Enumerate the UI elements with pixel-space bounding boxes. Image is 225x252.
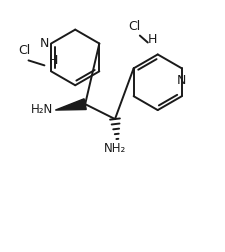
Text: NH₂: NH₂ (104, 142, 126, 155)
Text: H: H (48, 54, 58, 67)
Text: H: H (148, 34, 157, 46)
Polygon shape (55, 99, 86, 110)
Text: N: N (40, 37, 49, 50)
Text: Cl: Cl (128, 20, 140, 33)
Text: Cl: Cl (19, 44, 31, 57)
Text: H₂N: H₂N (31, 103, 53, 116)
Text: N: N (177, 74, 187, 87)
